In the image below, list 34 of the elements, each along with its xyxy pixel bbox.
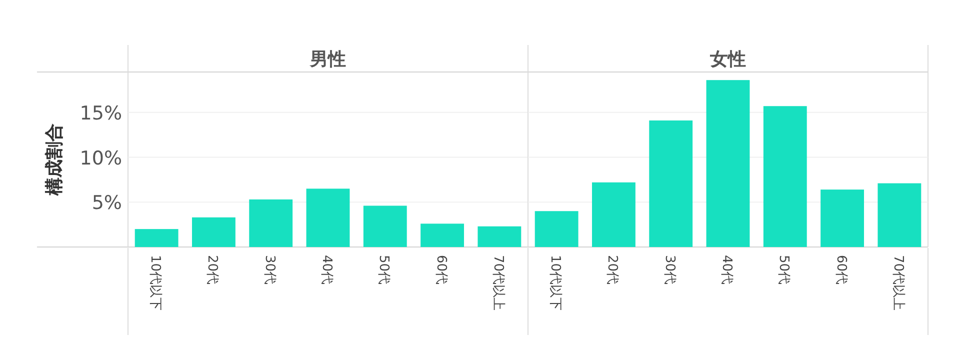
- y-tick-label: 10%: [80, 147, 122, 170]
- x-tick-label: 20代: [604, 255, 620, 285]
- x-tick-label: 70代以上: [490, 255, 506, 311]
- bar: [820, 190, 864, 247]
- bar: [592, 182, 636, 247]
- bar: [306, 188, 350, 247]
- bar: [363, 206, 407, 247]
- y-axis-title: 構成割合: [44, 124, 65, 196]
- x-tick-label: 20代: [204, 255, 220, 285]
- bar: [192, 217, 236, 247]
- x-tick-label: 70代以上: [890, 255, 906, 311]
- y-tick-label: 15%: [80, 102, 122, 124]
- bar: [534, 211, 578, 247]
- bar: [478, 226, 522, 247]
- x-tick-label: 50代: [376, 255, 392, 285]
- bar: [134, 229, 178, 247]
- chart-title: 男性: [309, 49, 346, 70]
- x-tick-label: 10代以下: [148, 255, 163, 311]
- x-tick-label: 40代: [319, 255, 334, 285]
- x-tick-label: 50代: [776, 255, 792, 285]
- y-tick-label: 5%: [92, 192, 122, 214]
- x-tick-label: 60代: [433, 255, 448, 285]
- bar: [763, 106, 807, 247]
- x-tick-label: 30代: [262, 255, 277, 285]
- bar: [249, 199, 293, 247]
- x-tick-label: 40代: [719, 255, 734, 285]
- bar: [878, 183, 922, 247]
- chart-title: 女性: [709, 49, 746, 70]
- bar: [649, 120, 693, 247]
- bar: [420, 224, 464, 247]
- x-tick-label: 30代: [662, 255, 677, 285]
- x-tick-label: 10代以下: [548, 255, 563, 311]
- bar: [706, 80, 750, 247]
- x-tick-label: 60代: [833, 255, 848, 285]
